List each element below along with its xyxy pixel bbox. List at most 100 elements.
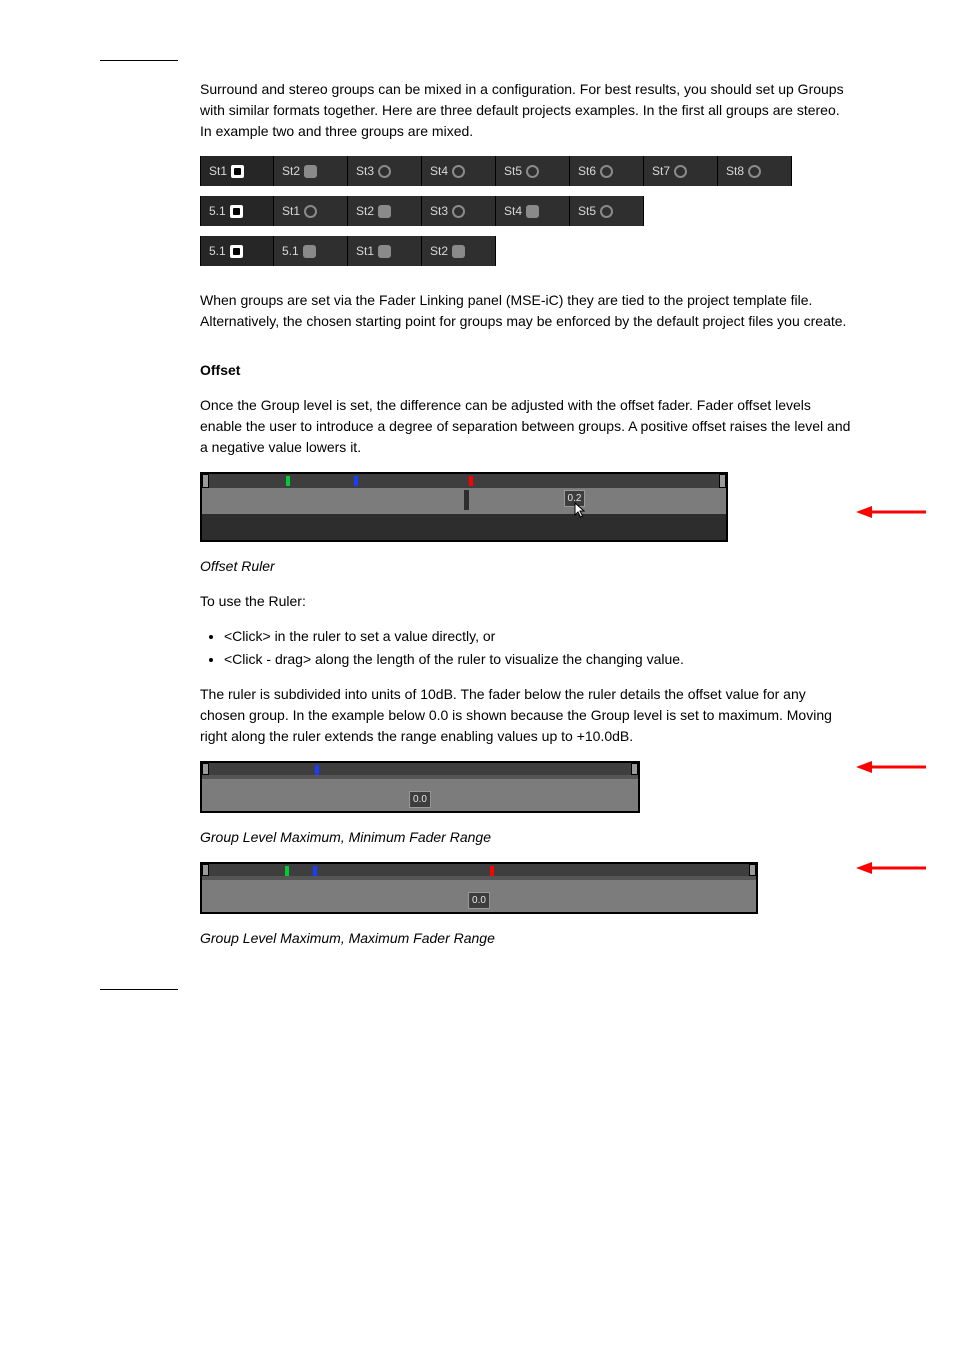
- fader-range-max-caption: Group Level Maximum, Maximum Fader Range: [200, 928, 854, 949]
- roundoutline-icon: [674, 165, 687, 178]
- ruler-end-left[interactable]: [202, 474, 209, 488]
- ruler-end-right[interactable]: [749, 864, 756, 876]
- ruler-usage-item: <Click> in the ruler to set a value dire…: [224, 626, 854, 647]
- roundsolid-icon: [452, 245, 465, 258]
- monitor-group-button[interactable]: St3: [348, 156, 422, 186]
- monitor-group-button[interactable]: St2: [422, 236, 496, 266]
- monitor-group-button[interactable]: St4: [496, 196, 570, 226]
- monitor-group-button[interactable]: 5.1: [200, 196, 274, 226]
- monitor-group-button[interactable]: 5.1: [274, 236, 348, 266]
- monitor-group-label: St1: [282, 202, 300, 220]
- ruler-end-left[interactable]: [202, 864, 209, 876]
- roundoutline-icon: [452, 165, 465, 178]
- monitor-groups-panel: St1 St2 St3 St4 St5 St6 St7 St8 5.1 St1 St2 St3 St4 S…: [200, 156, 854, 266]
- monitor-group-label: St1: [356, 242, 374, 260]
- monitor-group-button[interactable]: St2: [274, 156, 348, 186]
- ruler-box: 0.2: [200, 472, 728, 542]
- roundoutline-icon: [600, 205, 613, 218]
- mouse-cursor-icon: [574, 502, 586, 518]
- ruler-detail: The ruler is subdivided into units of 10…: [200, 684, 854, 747]
- monitor-group-button[interactable]: St5: [570, 196, 644, 226]
- groups-note: When groups are set via the Fader Linkin…: [200, 290, 854, 332]
- squarehole-icon: [230, 205, 243, 218]
- monitor-group-button[interactable]: St1: [348, 236, 422, 266]
- monitor-group-label: St2: [356, 202, 374, 220]
- ruler-box: 0.0: [200, 862, 758, 914]
- header-rule: [100, 60, 178, 61]
- monitor-group-label: St4: [430, 162, 448, 180]
- roundsolid-icon: [303, 245, 316, 258]
- red-arrow-icon: [856, 505, 926, 519]
- roundsolid-icon: [378, 205, 391, 218]
- monitor-group-button[interactable]: St1: [200, 156, 274, 186]
- monitor-group-label: St1: [209, 162, 227, 180]
- red-arrow-icon: [856, 760, 926, 774]
- ruler-end-left[interactable]: [202, 763, 209, 775]
- monitor-group-label: 5.1: [282, 242, 299, 260]
- offset-ruler-figure: 0.2: [200, 472, 854, 542]
- monitor-group-label: St8: [726, 162, 744, 180]
- monitor-group-label: St5: [504, 162, 522, 180]
- monitor-group-label: St3: [356, 162, 374, 180]
- monitor-row: 5.1 St1 St2 St3 St4 St5: [200, 196, 854, 226]
- monitor-group-label: 5.1: [209, 242, 226, 260]
- fader-range-min-figure: 0.0: [200, 761, 854, 813]
- slider-thumb[interactable]: [464, 490, 469, 510]
- ruler-box: 0.0: [200, 761, 640, 813]
- ruler-tick: [469, 476, 473, 486]
- ruler-end-right[interactable]: [631, 763, 638, 775]
- ruler-tick: [315, 765, 319, 775]
- monitor-group-button[interactable]: St7: [644, 156, 718, 186]
- ruler-tick: [354, 476, 358, 486]
- monitor-group-button[interactable]: 5.1: [200, 236, 274, 266]
- roundsolid-icon: [304, 165, 317, 178]
- ruler-tick-strip[interactable]: [202, 864, 756, 876]
- fader-range-max-figure: 0.0: [200, 862, 854, 914]
- ruler-end-right[interactable]: [719, 474, 726, 488]
- footer-rule: [100, 989, 178, 990]
- roundsolid-icon: [526, 205, 539, 218]
- red-arrow-icon: [856, 861, 926, 875]
- ruler-tick: [286, 476, 290, 486]
- roundoutline-icon: [600, 165, 613, 178]
- ruler-tick-strip[interactable]: [202, 763, 638, 775]
- monitor-group-button[interactable]: St3: [422, 196, 496, 226]
- offset-heading: Offset: [200, 360, 854, 381]
- squarehole-icon: [231, 165, 244, 178]
- offset-ruler-caption: Offset Ruler: [200, 556, 854, 577]
- offset-slider[interactable]: 0.0: [202, 779, 638, 811]
- monitor-row: 5.1 5.1 St1 St2: [200, 236, 854, 266]
- roundoutline-icon: [304, 205, 317, 218]
- offset-slider[interactable]: 0.0: [202, 880, 756, 912]
- ruler-tick: [313, 866, 317, 876]
- intro-paragraph: Surround and stereo groups can be mixed …: [200, 79, 854, 142]
- ruler-usage: To use the Ruler:: [200, 591, 854, 612]
- monitor-group-button[interactable]: St6: [570, 156, 644, 186]
- monitor-group-button[interactable]: St1: [274, 196, 348, 226]
- monitor-group-button[interactable]: St4: [422, 156, 496, 186]
- monitor-group-label: St3: [430, 202, 448, 220]
- roundoutline-icon: [748, 165, 761, 178]
- monitor-group-label: 5.1: [209, 202, 226, 220]
- squarehole-icon: [230, 245, 243, 258]
- monitor-group-label: St2: [282, 162, 300, 180]
- monitor-group-label: St2: [430, 242, 448, 260]
- offset-slider[interactable]: 0.2: [202, 488, 726, 514]
- slider-value-tooltip: 0.0: [409, 791, 431, 808]
- ruler-tick: [490, 866, 494, 876]
- ruler-tick: [285, 866, 289, 876]
- monitor-group-label: St4: [504, 202, 522, 220]
- ruler-tick-strip[interactable]: [202, 474, 726, 488]
- ruler-usage-list: <Click> in the ruler to set a value dire…: [200, 626, 854, 670]
- monitor-group-button[interactable]: St5: [496, 156, 570, 186]
- monitor-group-button[interactable]: St2: [348, 196, 422, 226]
- roundoutline-icon: [526, 165, 539, 178]
- slider-value-tooltip: 0.0: [468, 892, 490, 909]
- offset-intro: Once the Group level is set, the differe…: [200, 395, 854, 458]
- monitor-group-label: St5: [578, 202, 596, 220]
- ruler-usage-item: <Click - drag> along the length of the r…: [224, 649, 854, 670]
- monitor-group-label: St7: [652, 162, 670, 180]
- roundsolid-icon: [378, 245, 391, 258]
- monitor-group-label: St6: [578, 162, 596, 180]
- monitor-group-button[interactable]: St8: [718, 156, 792, 186]
